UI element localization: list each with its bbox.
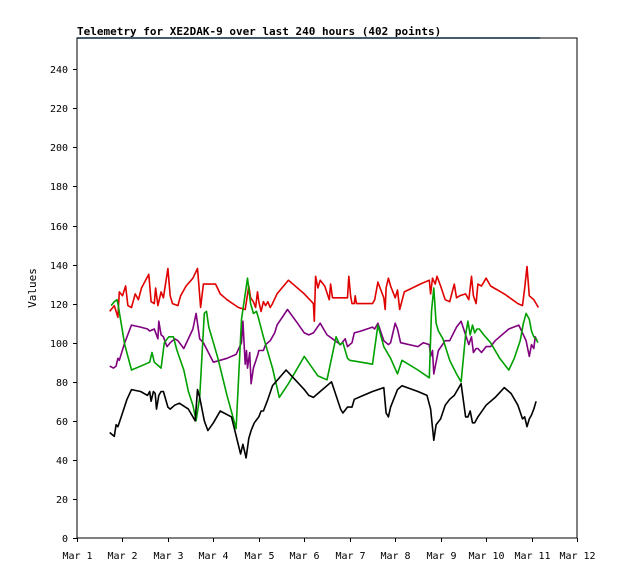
- plot-frame: [76, 37, 578, 539]
- y-axis-label: Values: [26, 268, 39, 308]
- y-tick-label: 120: [50, 300, 68, 311]
- axis-layer: 0 20 40 60 80 100 120 140 160 180 200 220 240 Mar 1 Ma…: [50, 37, 596, 562]
- x-tick-label: Mar 9: [426, 551, 456, 562]
- series-line-1: [109, 265, 540, 323]
- x-tick-label: Mar 10: [468, 551, 504, 562]
- x-tick-label: Mar 2: [107, 551, 137, 562]
- x-tick-label: Mar 7: [335, 551, 365, 562]
- y-tick-label: 100: [50, 339, 68, 350]
- x-tick-label: Mar 1: [62, 551, 92, 562]
- x-tick-label: Mar 11: [514, 551, 550, 562]
- y-tick-label: 60: [56, 417, 68, 428]
- y-tick-label: 80: [56, 378, 68, 389]
- x-tick-label: Mar 6: [289, 551, 319, 562]
- y-tick-label: 140: [50, 261, 68, 272]
- y-tick-label: 40: [56, 456, 68, 467]
- chart-title: Telemetry for XE2DAK-9 over last 240 hou…: [77, 25, 441, 38]
- y-tick-label: 180: [50, 182, 68, 193]
- x-tick-label: Mar 5: [244, 551, 274, 562]
- x-tick-label: Mar 4: [198, 551, 228, 562]
- x-tick-label: Mar 3: [153, 551, 183, 562]
- series-line-4: [109, 369, 537, 459]
- x-tick-label: Mar 8: [380, 551, 410, 562]
- y-tick-label: 20: [56, 495, 68, 506]
- y-tick-label: 240: [50, 65, 68, 76]
- y-tick-label: 220: [50, 104, 68, 115]
- series-layer: [109, 265, 540, 459]
- y-tick-label: 160: [50, 222, 68, 233]
- x-tick-label: Mar 12: [559, 551, 595, 562]
- y-tick-label: 0: [62, 534, 68, 545]
- series-line-2: [109, 308, 538, 385]
- y-tick-label: 200: [50, 143, 68, 154]
- series-line-3: [110, 277, 539, 430]
